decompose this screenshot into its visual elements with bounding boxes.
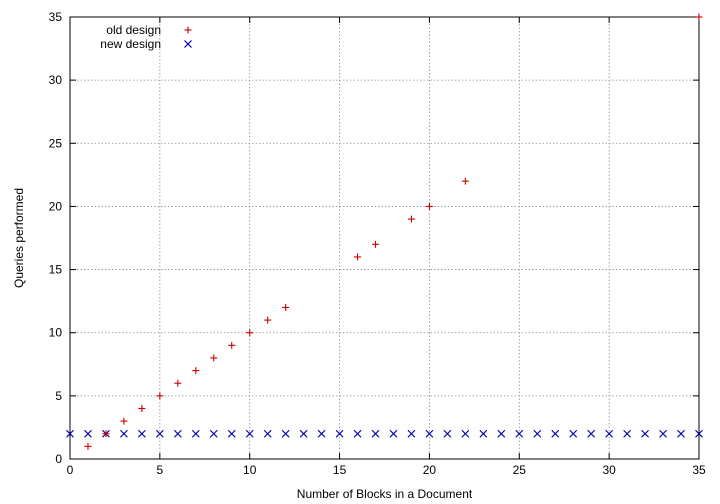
data-point-new-design [263, 429, 272, 438]
data-point-new-design [551, 429, 560, 438]
data-point-new-design [155, 429, 164, 438]
y-tick-label: 5 [55, 389, 62, 403]
data-point-new-design [66, 429, 74, 438]
data-point-old-design [354, 253, 362, 261]
data-point-old-design [174, 379, 182, 387]
data-point-new-design [209, 429, 218, 438]
data-point-new-design [515, 429, 524, 438]
data-point-new-design [623, 429, 632, 438]
data-point-old-design [372, 240, 380, 248]
data-point-new-design [137, 429, 146, 438]
y-tick-label: 30 [49, 73, 63, 87]
data-point-old-design [461, 177, 469, 185]
data-points [66, 13, 703, 450]
data-point-old-design [246, 329, 254, 337]
data-point-new-design [569, 429, 578, 438]
data-point-old-design [84, 442, 92, 450]
plot-area-frame [69, 16, 700, 460]
y-tick-label: 10 [49, 326, 63, 340]
x-tick-label: 20 [423, 463, 437, 477]
data-point-new-design [479, 429, 488, 438]
data-point-new-design [335, 429, 344, 438]
data-point-old-design [695, 13, 703, 21]
x-axis-label: Number of Blocks in a Document [297, 487, 473, 501]
grid [70, 17, 699, 459]
data-point-new-design [695, 429, 703, 438]
data-point-old-design [192, 367, 200, 375]
data-point-new-design [119, 429, 128, 438]
data-point-new-design [227, 429, 236, 438]
x-tick-label: 5 [157, 463, 164, 477]
data-point-new-design [533, 429, 542, 438]
x-tick-label: 10 [243, 463, 257, 477]
data-point-new-design [173, 429, 182, 438]
data-point-old-design [282, 303, 290, 311]
y-tick-label: 35 [49, 10, 63, 24]
x-tick-label: 35 [692, 463, 706, 477]
legend: old design new design [100, 23, 192, 51]
data-point-new-design [605, 429, 614, 438]
y-axis-label: Queries performed [12, 188, 26, 288]
legend-label-new-design: new design [100, 37, 161, 51]
y-tick-label: 15 [49, 263, 63, 277]
data-point-old-design [228, 341, 236, 349]
data-point-new-design [497, 429, 506, 438]
x-tick-label: 15 [333, 463, 347, 477]
data-point-old-design [407, 215, 415, 223]
data-point-new-design [317, 429, 326, 438]
data-point-new-design [641, 429, 650, 438]
x-tick-label: 30 [602, 463, 616, 477]
data-point-new-design [353, 429, 362, 438]
data-point-old-design [264, 316, 272, 324]
data-point-new-design [245, 429, 254, 438]
data-point-old-design [138, 404, 146, 412]
legend-label-old-design: old design [106, 23, 161, 37]
data-point-old-design [102, 430, 110, 438]
data-point-old-design [425, 202, 433, 210]
y-tick-label: 25 [49, 136, 63, 150]
data-point-new-design [587, 429, 596, 438]
data-point-new-design [191, 429, 200, 438]
data-point-new-design [677, 429, 685, 438]
legend-marker-new-design [184, 40, 192, 48]
data-point-new-design [407, 429, 416, 438]
data-point-new-design [425, 429, 434, 438]
data-point-new-design [389, 429, 398, 438]
x-tick-label: 25 [513, 463, 527, 477]
y-tick-label: 0 [55, 452, 62, 466]
data-point-new-design [461, 429, 470, 438]
data-point-new-design [659, 429, 667, 438]
x-tick-label: 0 [67, 463, 74, 477]
data-point-old-design [156, 392, 164, 400]
y-tick-label: 20 [49, 199, 63, 213]
data-point-old-design [120, 417, 128, 425]
data-point-old-design [210, 354, 218, 362]
data-point-new-design [299, 429, 308, 438]
data-point-new-design [281, 429, 290, 438]
data-point-new-design [443, 429, 452, 438]
data-point-new-design [84, 429, 92, 438]
axis-ticks: 0 5 10 15 20 25 30 35 0 5 10 15 20 25 30 35 [49, 10, 706, 477]
legend-marker-old-design [184, 26, 192, 34]
data-point-new-design [371, 429, 380, 438]
